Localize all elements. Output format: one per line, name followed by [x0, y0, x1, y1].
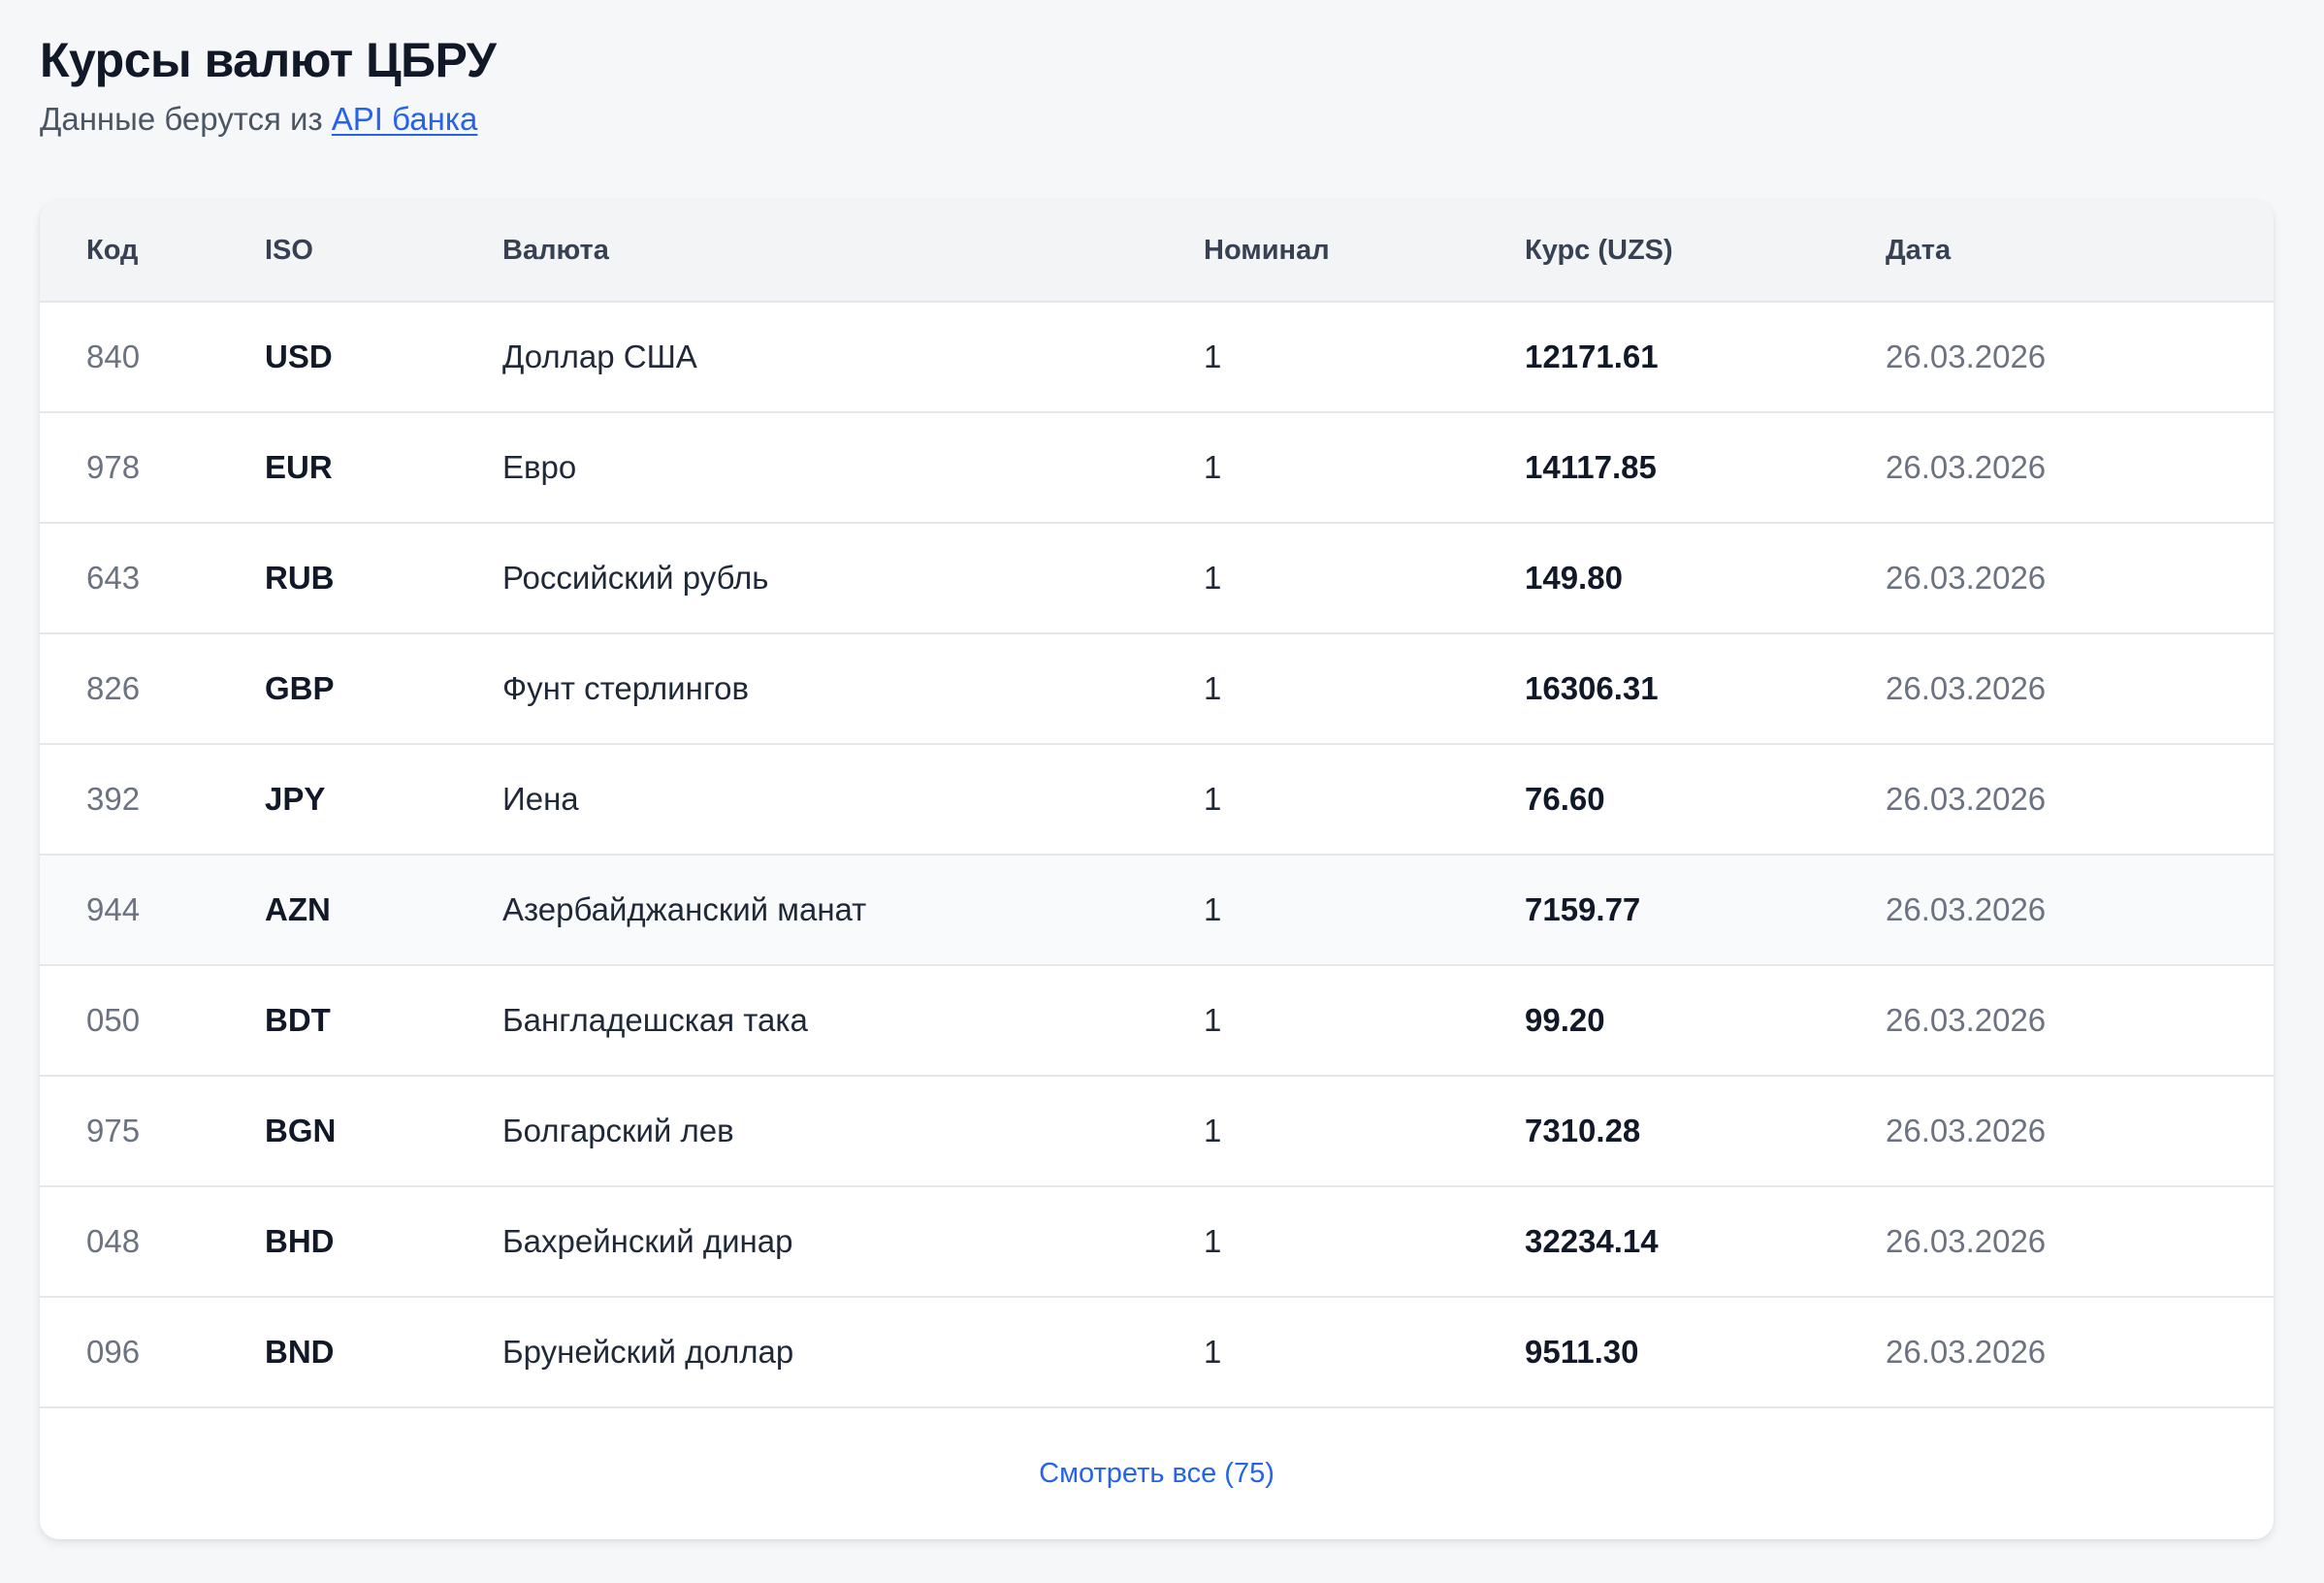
cell-iso: JPY: [265, 744, 502, 856]
cell-nominal: 1: [1204, 965, 1525, 1077]
cell-code: 944: [40, 855, 265, 966]
cell-nominal: 1: [1204, 633, 1525, 745]
cell-nominal: 1: [1204, 1076, 1525, 1187]
cell-rate: 12171.61: [1525, 302, 1886, 413]
cell-date: 26.03.2026: [1886, 302, 2274, 413]
cell-date: 26.03.2026: [1886, 965, 2274, 1077]
cell-nominal: 1: [1204, 412, 1525, 524]
subtitle-text: Данные берутся из: [40, 101, 332, 137]
cell-code: 643: [40, 523, 265, 634]
cell-currency-name: Доллар США: [502, 302, 1204, 413]
cell-nominal: 1: [1204, 855, 1525, 966]
cell-date: 26.03.2026: [1886, 1186, 2274, 1298]
cell-currency-name: Российский рубль: [502, 523, 1204, 634]
cell-currency-name: Брунейский доллар: [502, 1297, 1204, 1408]
cell-date: 26.03.2026: [1886, 412, 2274, 524]
table-row[interactable]: 840 USD Доллар США 1 12171.61 26.03.2026: [40, 302, 2274, 413]
cell-date: 26.03.2026: [1886, 1297, 2274, 1408]
cell-rate: 32234.14: [1525, 1186, 1886, 1298]
cell-iso: BDT: [265, 965, 502, 1077]
cell-iso: BGN: [265, 1076, 502, 1187]
column-header-nominal: Номинал: [1204, 200, 1525, 303]
cell-rate: 99.20: [1525, 965, 1886, 1077]
cell-date: 26.03.2026: [1886, 744, 2274, 856]
rates-card: Код ISO Валюта Номинал Курс (UZS) Дата 8…: [40, 200, 2274, 1539]
cell-rate: 9511.30: [1525, 1297, 1886, 1408]
cell-iso: EUR: [265, 412, 502, 524]
cell-code: 048: [40, 1186, 265, 1298]
cell-currency-name: Бахрейнский динар: [502, 1186, 1204, 1298]
view-all-link[interactable]: Смотреть все (75): [1039, 1458, 1275, 1489]
table-body: 840 USD Доллар США 1 12171.61 26.03.2026 978 EU…: [40, 302, 2274, 1408]
page-subtitle: Данные берутся из API банка: [40, 98, 2284, 141]
cell-code: 826: [40, 633, 265, 745]
cell-rate: 7310.28: [1525, 1076, 1886, 1187]
header-row: Код ISO Валюта Номинал Курс (UZS) Дата: [40, 200, 2274, 303]
cell-currency-name: Бангладешская така: [502, 965, 1204, 1077]
table-row[interactable]: 050 BDT Бангладешская така 1 99.20 26.03.2026: [40, 965, 2274, 1077]
page-title: Курсы валют ЦБРУ: [40, 33, 497, 87]
cell-iso: GBP: [265, 633, 502, 745]
cell-nominal: 1: [1204, 744, 1525, 856]
table-row[interactable]: 975 BGN Болгарский лев 1 7310.28 26.03.2026: [40, 1076, 2274, 1187]
cell-nominal: 1: [1204, 1186, 1525, 1298]
cell-nominal: 1: [1204, 523, 1525, 634]
cell-currency-name: Азербайджанский манат: [502, 855, 1204, 966]
table-row[interactable]: 392 JPY Иена 1 76.60 26.03.2026: [40, 744, 2274, 856]
cell-date: 26.03.2026: [1886, 523, 2274, 634]
table-footer: Смотреть все (75): [40, 1408, 2274, 1539]
cell-iso: USD: [265, 302, 502, 413]
cell-nominal: 1: [1204, 1297, 1525, 1408]
api-link[interactable]: API банка: [331, 101, 478, 137]
cell-date: 26.03.2026: [1886, 1076, 2274, 1187]
cell-code: 050: [40, 965, 265, 1077]
cell-code: 978: [40, 412, 265, 524]
cell-iso: AZN: [265, 855, 502, 966]
table-row[interactable]: 826 GBP Фунт стерлингов 1 16306.31 26.03.2026: [40, 633, 2274, 745]
table-header: Код ISO Валюта Номинал Курс (UZS) Дата: [40, 200, 2274, 303]
table-row[interactable]: 096 BND Брунейский доллар 1 9511.30 26.03.202…: [40, 1297, 2274, 1408]
column-header-currency: Валюта: [502, 200, 1204, 303]
column-header-date: Дата: [1886, 200, 2274, 303]
cell-code: 392: [40, 744, 265, 856]
cell-currency-name: Фунт стерлингов: [502, 633, 1204, 745]
column-header-iso: ISO: [265, 200, 502, 303]
column-header-code: Код: [40, 200, 265, 303]
cell-iso: RUB: [265, 523, 502, 634]
cell-currency-name: Евро: [502, 412, 1204, 524]
cell-rate: 76.60: [1525, 744, 1886, 856]
cell-rate: 149.80: [1525, 523, 1886, 634]
table-row[interactable]: 944 AZN Азербайджанский манат 1 7159.77 26.03…: [40, 855, 2274, 966]
table-row[interactable]: 048 BHD Бахрейнский динар 1 32234.14 26.03.20…: [40, 1186, 2274, 1298]
cell-rate: 7159.77: [1525, 855, 1886, 966]
cell-iso: BHD: [265, 1186, 502, 1298]
cell-nominal: 1: [1204, 302, 1525, 413]
cell-code: 096: [40, 1297, 265, 1408]
cell-date: 26.03.2026: [1886, 855, 2274, 966]
column-header-rate: Курс (UZS): [1525, 200, 1886, 303]
cell-code: 840: [40, 302, 265, 413]
rates-table: Код ISO Валюта Номинал Курс (UZS) Дата 8…: [40, 200, 2274, 1408]
cell-currency-name: Иена: [502, 744, 1204, 856]
cell-date: 26.03.2026: [1886, 633, 2274, 745]
cell-iso: BND: [265, 1297, 502, 1408]
table-row[interactable]: 643 RUB Российский рубль 1 149.80 26.03.2026: [40, 523, 2274, 634]
table-row[interactable]: 978 EUR Евро 1 14117.85 26.03.2026: [40, 412, 2274, 524]
cell-code: 975: [40, 1076, 265, 1187]
cell-currency-name: Болгарский лев: [502, 1076, 1204, 1187]
cell-rate: 16306.31: [1525, 633, 1886, 745]
cell-rate: 14117.85: [1525, 412, 1886, 524]
